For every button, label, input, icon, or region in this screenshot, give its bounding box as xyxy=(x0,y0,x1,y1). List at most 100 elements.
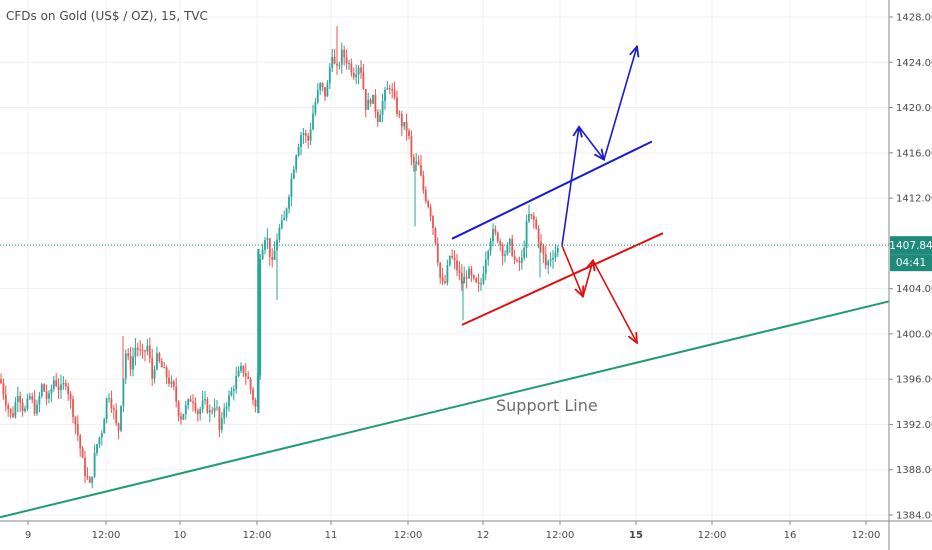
candle-body xyxy=(177,401,180,417)
candle-body xyxy=(424,189,427,202)
candle-body xyxy=(223,408,226,419)
candle-body xyxy=(67,386,70,394)
candle-body xyxy=(340,49,343,65)
y-tick-label: 1424.00 xyxy=(896,58,932,69)
candle-body xyxy=(355,74,358,78)
candle-body xyxy=(36,404,38,414)
candle-body xyxy=(108,398,110,400)
candle-body xyxy=(88,477,91,483)
candle-body xyxy=(456,260,458,271)
candle-body xyxy=(439,262,442,278)
candle-body xyxy=(146,345,149,352)
candle-body xyxy=(304,133,307,136)
candle-body xyxy=(501,244,504,256)
candle-body xyxy=(302,133,305,135)
candle-body xyxy=(273,250,276,260)
candle-body xyxy=(321,82,324,88)
candle-body xyxy=(326,83,329,97)
bearish-arrow-path-segment[interactable] xyxy=(582,260,593,297)
candle-body xyxy=(76,424,79,436)
candle-body xyxy=(156,353,158,370)
candle-body xyxy=(343,49,346,58)
candle-body xyxy=(453,257,456,261)
candle-body xyxy=(127,353,130,357)
candle-body xyxy=(480,283,482,285)
x-tick-label: 15 xyxy=(629,530,643,541)
candle-body xyxy=(7,405,10,409)
bearish-arrow-path-segment[interactable] xyxy=(592,259,637,343)
candle-body xyxy=(120,406,122,431)
bullish-arrow-path-segment[interactable] xyxy=(578,126,604,160)
y-tick-label: 1428.00 xyxy=(896,13,932,24)
candle-body xyxy=(98,437,101,445)
candle-body xyxy=(129,356,132,370)
candle-body xyxy=(55,380,58,387)
candle-body xyxy=(93,452,96,477)
candle-body xyxy=(141,350,144,352)
candle-body xyxy=(151,357,154,379)
candle-body xyxy=(249,378,252,390)
candle-body xyxy=(180,416,182,420)
y-tick-label: 1420.00 xyxy=(896,103,932,114)
candle-body xyxy=(21,402,24,412)
candle-body xyxy=(441,277,444,282)
candle-body xyxy=(165,367,168,378)
candle-body xyxy=(136,347,139,350)
candle-body xyxy=(28,396,31,399)
candle-body xyxy=(199,409,202,415)
lower-channel-line[interactable] xyxy=(461,232,664,326)
candle-body xyxy=(398,113,401,115)
candle-body xyxy=(444,281,446,283)
candle-body xyxy=(132,356,134,370)
candle-body xyxy=(436,243,439,263)
candle-body xyxy=(12,413,14,417)
candle-body xyxy=(91,476,94,483)
candle-body xyxy=(384,89,386,101)
upper-channel-line[interactable] xyxy=(451,140,653,240)
price-axis[interactable] xyxy=(889,0,932,550)
candle-body xyxy=(525,221,528,248)
candle-body xyxy=(427,201,430,207)
support-line[interactable] xyxy=(0,289,932,519)
candle-body xyxy=(211,410,214,412)
candle-body xyxy=(24,408,26,412)
candle-body xyxy=(494,228,497,233)
candle-body xyxy=(60,384,62,391)
candle-body xyxy=(552,257,554,260)
candle-body xyxy=(218,407,221,430)
candle-body xyxy=(458,270,461,274)
candle-body xyxy=(372,94,374,104)
candle-body xyxy=(400,114,403,127)
candle-body xyxy=(285,208,288,218)
bullish-arrow-path-segment[interactable] xyxy=(561,127,579,246)
candle-body xyxy=(417,161,420,166)
candle-body xyxy=(105,398,108,420)
candle-body xyxy=(489,241,492,252)
candle-body xyxy=(338,64,341,66)
candle-body xyxy=(225,406,228,409)
candle-body xyxy=(242,365,245,374)
candle-body xyxy=(345,57,348,64)
candle-body xyxy=(81,448,84,458)
candle-body xyxy=(100,433,103,438)
bullish-arrow-path-segment[interactable] xyxy=(603,46,637,160)
candle-body xyxy=(532,215,535,220)
time-axis[interactable] xyxy=(0,521,932,550)
candle-body xyxy=(535,219,538,229)
candle-body xyxy=(352,72,355,78)
candle-body xyxy=(288,196,290,209)
candle-body xyxy=(528,214,530,222)
candle-body xyxy=(204,399,206,401)
candle-body xyxy=(487,251,490,260)
candle-body xyxy=(14,402,17,417)
candle-body xyxy=(408,130,410,137)
candle-body xyxy=(230,391,233,396)
bearish-arrow-path-segment[interactable] xyxy=(561,245,583,297)
candle-body xyxy=(432,216,434,229)
candle-body xyxy=(196,410,199,415)
candle-body xyxy=(0,379,2,384)
candle-body xyxy=(465,276,468,279)
x-tick-label: 12 xyxy=(477,530,490,541)
candle-body xyxy=(2,383,5,395)
